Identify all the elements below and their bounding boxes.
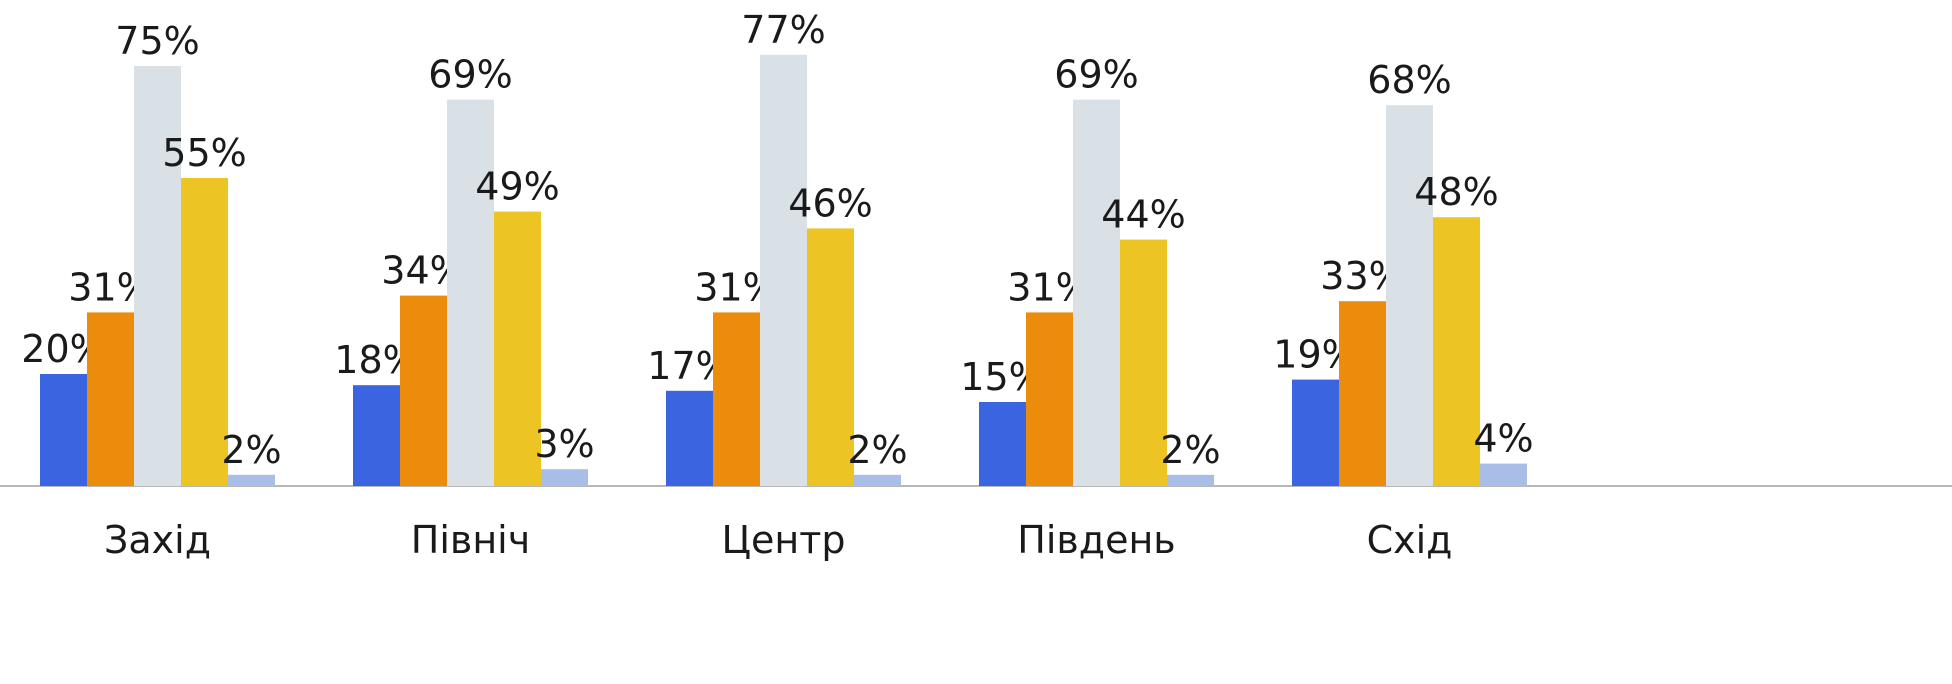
bar-series-4-5 <box>1433 217 1480 486</box>
data-label: 2% <box>221 428 281 472</box>
bar-series-2-2 <box>400 295 447 486</box>
bar-series-1-5 <box>1292 379 1339 486</box>
bar-series-4-1 <box>181 178 228 486</box>
bar-series-3-1 <box>134 66 181 486</box>
data-label: 4% <box>1473 417 1533 461</box>
bar-series-5-5 <box>1480 463 1527 486</box>
bar-series-3-4 <box>1073 99 1120 486</box>
data-label: 55% <box>162 131 246 175</box>
bar-series-2-1 <box>87 312 134 486</box>
data-label: 3% <box>534 422 594 466</box>
data-label: 46% <box>788 181 872 225</box>
bar-series-3-3 <box>760 54 807 487</box>
data-label: 49% <box>475 165 559 209</box>
data-label: 68% <box>1367 58 1451 102</box>
bar-series-1-4 <box>979 402 1026 486</box>
data-label: 69% <box>428 53 512 97</box>
bar-series-5-2 <box>541 469 588 486</box>
bar-series-4-2 <box>494 211 541 486</box>
data-label: 69% <box>1054 53 1138 97</box>
bar-series-4-3 <box>807 228 854 486</box>
bar-series-2-4 <box>1026 312 1073 486</box>
category-label: Центр <box>722 518 846 562</box>
bar-series-3-2 <box>447 99 494 486</box>
bar-series-5-4 <box>1167 474 1214 486</box>
data-label: 44% <box>1101 193 1185 237</box>
data-label: 75% <box>115 19 199 63</box>
bar-series-1-1 <box>40 374 87 486</box>
bar-series-2-3 <box>713 312 760 486</box>
bar-series-1-2 <box>353 385 400 486</box>
category-label: Північ <box>411 518 530 562</box>
bar-series-5-1 <box>228 474 275 486</box>
bar-series-3-5 <box>1386 105 1433 486</box>
category-label: Схід <box>1367 518 1453 562</box>
bar-series-4-4 <box>1120 239 1167 486</box>
category-label: Захід <box>104 518 211 562</box>
data-label: 48% <box>1414 170 1498 214</box>
bar-series-1-3 <box>666 390 713 486</box>
category-label: Південь <box>1017 518 1175 562</box>
data-label: 2% <box>1160 428 1220 472</box>
data-label: 77% <box>741 8 825 52</box>
bar-series-5-3 <box>854 474 901 486</box>
data-label: 2% <box>847 428 907 472</box>
bar-series-2-5 <box>1339 301 1386 486</box>
